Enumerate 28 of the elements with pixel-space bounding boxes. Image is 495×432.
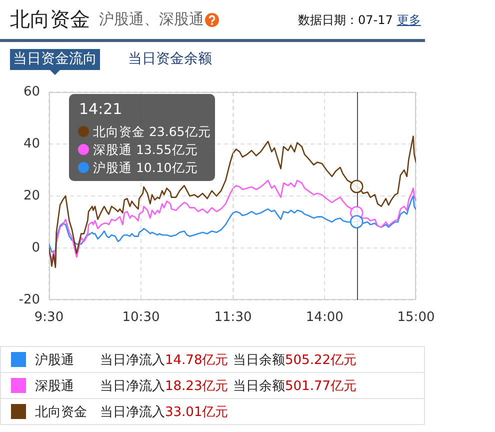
legend-label: 深股通 <box>35 372 100 398</box>
y-tick-label: 0 <box>32 240 40 256</box>
text: 更多 <box>396 13 421 27</box>
text: 数据日期：07-17 <box>298 13 393 27</box>
annotation: 14:21 <box>79 100 122 118</box>
annotation: 沪股通 10.10亿元 <box>93 160 198 175</box>
x-tick-label: 15:00 <box>397 310 435 326</box>
legend-label: 北向资金 <box>35 398 100 424</box>
text: 当日净流入33.01亿元 <box>100 404 228 420</box>
x-tick-label: 11:30 <box>214 310 252 326</box>
legend-label: 沪股通 <box>35 346 100 372</box>
chart-subtitle: 沪股通、深股通 <box>99 10 204 29</box>
y-tick-label: 20 <box>23 188 40 204</box>
y-tick-label: 40 <box>23 136 40 152</box>
y-tick-label: -20 <box>18 292 40 308</box>
x-tick-label: 9:30 <box>34 310 64 326</box>
annotation: 北向资金 23.65亿元 <box>93 124 211 139</box>
text: 当日资金流向 <box>10 49 100 70</box>
text: 当日净流入14.78亿元 <box>100 352 228 368</box>
text: 当日余额505.22亿元 <box>233 352 356 368</box>
text: 当日净流入18.23亿元 <box>100 378 228 394</box>
x-tick-label: 10:30 <box>122 310 160 326</box>
text: 当日余额501.77亿元 <box>233 378 356 394</box>
chart-title: 北向资金 <box>10 6 90 33</box>
x-tick-label: 14:00 <box>306 310 344 326</box>
text: 当日资金余额 <box>128 50 212 69</box>
annotation: 深股通 13.55亿元 <box>93 142 198 157</box>
y-tick-label: 60 <box>23 84 40 100</box>
